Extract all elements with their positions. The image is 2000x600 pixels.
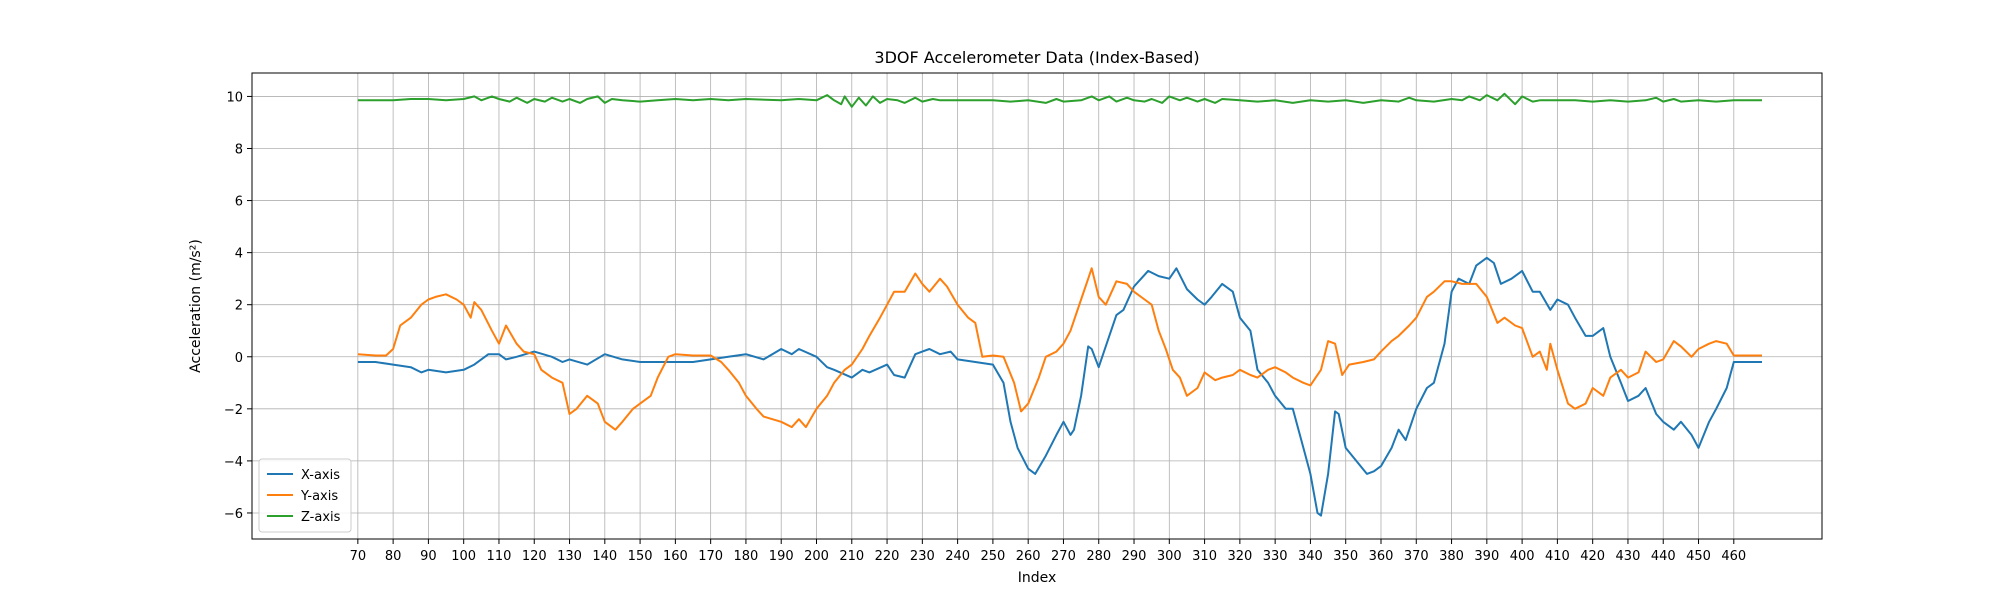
x-tick-label: 200 <box>804 549 829 564</box>
x-tick-label: 390 <box>1474 549 1499 564</box>
x-tick-label: 280 <box>1086 549 1111 564</box>
y-axis-label: Acceleration (m/s²) <box>188 239 204 373</box>
x-tick-label: 160 <box>663 549 688 564</box>
series-lines <box>357 92 1762 517</box>
x-tick-label: 420 <box>1580 549 1605 564</box>
x-tick-label: 140 <box>592 549 617 564</box>
x-tick-label: 180 <box>734 549 759 564</box>
legend-box <box>258 458 352 533</box>
y-tick-label: 10 <box>226 90 243 105</box>
y-axis-legend-label: Y-axis <box>300 489 338 504</box>
x-tick-label: 260 <box>1016 549 1041 564</box>
x-axis-series-line <box>357 256 1762 517</box>
y-tick-label: −2 <box>224 403 243 418</box>
x-axis-legend-label: X-axis <box>301 468 340 483</box>
x-tick-label: 290 <box>1122 549 1147 564</box>
y-tick-label: 2 <box>235 299 243 314</box>
x-tick-label: 350 <box>1333 549 1358 564</box>
x-tick-label: 250 <box>980 549 1005 564</box>
x-tick-label: 300 <box>1157 549 1182 564</box>
y-tick-label: 0 <box>235 351 243 366</box>
x-tick-label: 120 <box>522 549 547 564</box>
x-tick-label: 370 <box>1404 549 1429 564</box>
x-tick-label: 450 <box>1686 549 1711 564</box>
x-tick-label: 400 <box>1510 549 1535 564</box>
grid-lines <box>252 73 1822 539</box>
x-tick-label: 310 <box>1192 549 1217 564</box>
y-tick-label: 4 <box>235 247 243 262</box>
x-tick-label: 70 <box>350 549 367 564</box>
x-tick-label: 440 <box>1651 549 1676 564</box>
x-tick-label: 210 <box>839 549 864 564</box>
y-tick-label: −4 <box>224 455 243 470</box>
plot-area-frame <box>251 72 1823 540</box>
z-axis-legend-label: Z-axis <box>301 510 341 525</box>
x-tick-label: 270 <box>1051 549 1076 564</box>
y-tick-label: −6 <box>224 507 243 522</box>
x-tick-label: 130 <box>557 549 582 564</box>
x-tick-label: 320 <box>1227 549 1252 564</box>
x-tick-label: 340 <box>1298 549 1323 564</box>
z-axis-series-line <box>357 92 1762 108</box>
x-tick-label: 330 <box>1263 549 1288 564</box>
y-axis-ticks: −6 −4 −2 0 2 4 6 8 10 <box>224 90 252 522</box>
x-tick-label: 150 <box>628 549 653 564</box>
y-axis-series-line <box>357 267 1762 431</box>
x-axis-ticks: 70 80 90 100 110 120 130 140 150 160 170 180 190 200 2… <box>350 539 1746 564</box>
y-tick-label: 6 <box>235 195 243 210</box>
x-axis-label: Index <box>1018 570 1057 586</box>
x-tick-label: 430 <box>1616 549 1641 564</box>
x-tick-label: 410 <box>1545 549 1570 564</box>
x-tick-label: 220 <box>875 549 900 564</box>
x-tick-label: 170 <box>698 549 723 564</box>
legend: X-axis Y-axis Z-axis <box>258 458 352 533</box>
chart-title: 3DOF Accelerometer Data (Index-Based) <box>874 48 1199 67</box>
x-tick-label: 80 <box>385 549 402 564</box>
x-tick-label: 460 <box>1721 549 1746 564</box>
x-tick-label: 360 <box>1369 549 1394 564</box>
x-tick-label: 380 <box>1439 549 1464 564</box>
x-tick-label: 230 <box>910 549 935 564</box>
x-tick-label: 90 <box>420 549 437 564</box>
y-tick-label: 8 <box>235 142 243 157</box>
x-tick-label: 190 <box>769 549 794 564</box>
x-tick-label: 110 <box>487 549 512 564</box>
x-tick-label: 100 <box>451 549 476 564</box>
x-tick-label: 240 <box>945 549 970 564</box>
